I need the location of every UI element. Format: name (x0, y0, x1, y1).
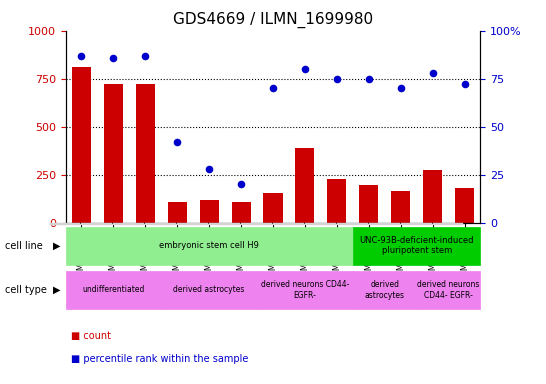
Text: derived neurons CD44-
EGFR-: derived neurons CD44- EGFR- (261, 280, 349, 300)
Bar (72, 67, 91, 223)
Bar (295, 148, 314, 223)
Text: derived neurons
CD44- EGFR-: derived neurons CD44- EGFR- (417, 280, 480, 300)
Bar (423, 170, 442, 223)
Bar (391, 191, 410, 223)
Bar (455, 188, 474, 223)
Point (205, 166, 213, 172)
Bar (359, 185, 378, 223)
Bar (104, 84, 123, 223)
Text: ■ count: ■ count (71, 331, 111, 341)
Text: cell type: cell type (5, 285, 48, 295)
Bar (263, 193, 283, 223)
Point (141, 53, 150, 59)
Bar (200, 200, 219, 223)
Point (237, 181, 246, 187)
Point (173, 139, 182, 145)
Point (428, 70, 437, 76)
Bar (136, 84, 155, 223)
Point (109, 55, 118, 61)
Text: ▶: ▶ (52, 241, 60, 251)
Bar (168, 202, 187, 223)
Text: derived astrocytes: derived astrocytes (174, 285, 245, 295)
Text: undifferentiated: undifferentiated (82, 285, 145, 295)
Point (300, 66, 309, 72)
Text: derived
astrocytes: derived astrocytes (365, 280, 405, 300)
Text: ▶: ▶ (52, 285, 60, 295)
Bar (232, 202, 251, 223)
Point (364, 76, 373, 82)
Bar (327, 179, 346, 223)
Point (77, 53, 86, 59)
Text: cell line: cell line (5, 241, 43, 251)
Text: embryonic stem cell H9: embryonic stem cell H9 (159, 241, 259, 250)
Point (460, 81, 469, 88)
Point (333, 76, 341, 82)
Point (396, 85, 405, 91)
Text: GDS4669 / ILMN_1699980: GDS4669 / ILMN_1699980 (173, 12, 373, 28)
Text: UNC-93B-deficient-induced
pluripotent stem: UNC-93B-deficient-induced pluripotent st… (359, 236, 474, 255)
Point (269, 85, 277, 91)
Text: ■ percentile rank within the sample: ■ percentile rank within the sample (71, 354, 248, 364)
